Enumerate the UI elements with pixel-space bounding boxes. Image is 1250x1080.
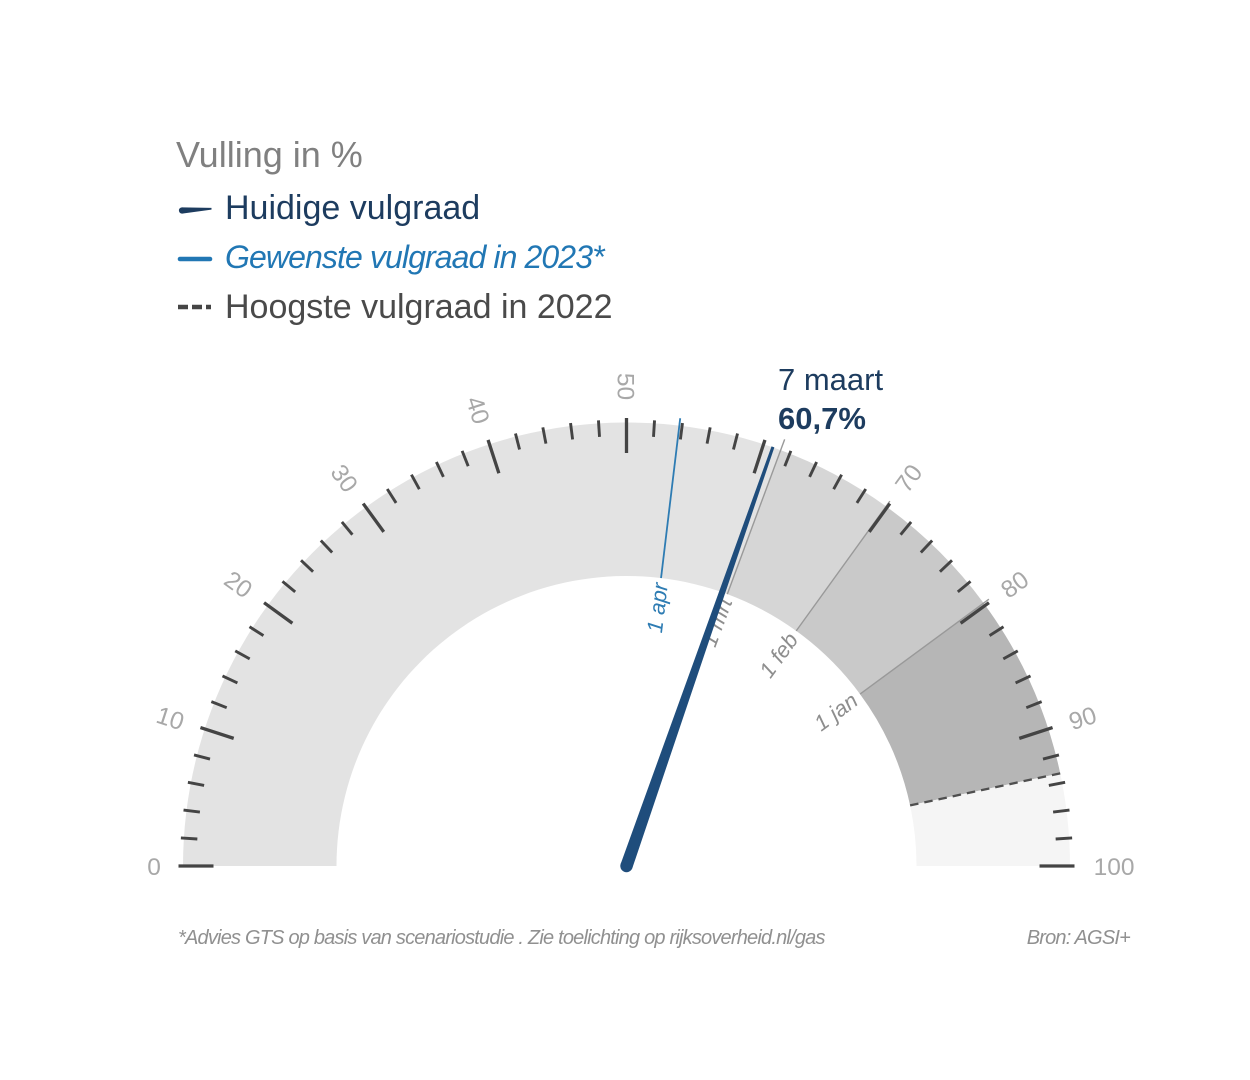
svg-text:Vulling in %: Vulling in % [176,134,363,175]
svg-text:40: 40 [460,393,494,427]
svg-text:70: 70 [890,460,928,498]
svg-text:50: 50 [612,373,639,400]
svg-text:0: 0 [147,854,161,881]
svg-text:20: 20 [219,566,257,604]
svg-text:1 jan: 1 jan [809,688,862,736]
svg-text:100: 100 [1094,854,1135,881]
svg-text:7 maart: 7 maart [778,362,883,397]
svg-text:90: 90 [1066,702,1100,736]
svg-text:Hoogste vulgraad in 2022: Hoogste vulgraad in 2022 [225,288,613,326]
svg-text:Bron: AGSI+: Bron: AGSI+ [1027,927,1130,949]
svg-text:30: 30 [325,460,363,498]
svg-text:60,7%: 60,7% [778,401,866,436]
svg-text:10: 10 [153,702,187,736]
svg-text:Huidige vulgraad: Huidige vulgraad [225,189,480,227]
svg-text:*Advies GTS op basis van scena: *Advies GTS op basis van scenariostudie … [178,927,825,949]
svg-text:80: 80 [996,566,1034,604]
svg-text:1 apr: 1 apr [642,580,673,634]
svg-text:1 feb: 1 feb [754,628,803,682]
svg-text:Gewenste vulgraad in 2023*: Gewenste vulgraad in 2023* [225,239,606,275]
